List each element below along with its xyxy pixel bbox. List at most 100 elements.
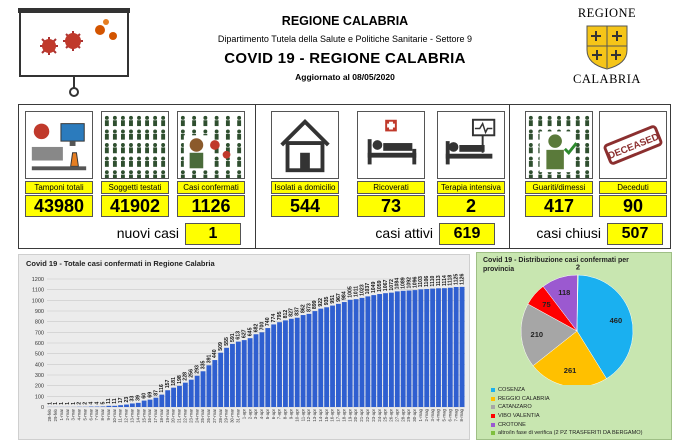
bar [224,347,229,407]
bar [277,322,282,407]
x-tick-label: 26-apr [389,408,394,421]
y-tick-label: 400 [35,362,44,368]
casi-chiusi-label: casi chiusi [536,225,601,241]
x-tick-label: 9-apr [288,408,293,419]
bar-value-label: 293 [195,365,201,374]
stat-label: Tamponi totali [25,181,93,194]
x-tick-label: 20-mar [171,408,176,422]
bar [324,307,330,407]
y-tick-label: 500 [35,352,44,358]
stat-isolati: Isolati a domicilio 544 [271,111,339,217]
x-tick-label: 31-mar [235,408,240,422]
bar-value-label: 11 [112,398,118,404]
stats-panel: Tamponi totali 43980 Soggetti testati 41… [18,104,671,249]
y-tick-label: 200 [35,384,44,390]
legend-swatch [491,388,495,393]
bar-value-label: 837 [295,307,301,316]
x-tick-label: 14-mar [135,408,140,422]
hospital-bed-icon [357,111,425,179]
bar-value-label: 33 [130,396,136,402]
x-tick-label: 1-mar [59,408,64,420]
x-tick-label: 28-apr [400,408,405,421]
x-tick-label: 16-mar [147,408,152,422]
stat-label: Isolati a domicilio [271,181,339,194]
nuovi-casi-label: nuovi casi [116,225,179,241]
casi-attivi-label: casi attivi [375,225,433,241]
bar [247,338,253,407]
bar-value-label: 2 [77,402,83,405]
x-tick-label: 5-mar [82,408,87,420]
bar-value-label: 700 [259,322,265,331]
region-title: REGIONE CALABRIA [281,14,409,28]
y-tick-label: 600 [35,341,44,347]
bar [359,297,365,407]
bar-value-label: 157 [165,379,171,388]
y-tick-label: 300 [35,373,44,379]
y-tick-label: 0 [41,405,44,411]
bar-value-label: 1037 [365,283,371,295]
legend-label: VIBO VALENTIA [498,413,540,420]
bar [212,360,218,407]
legend-label: CATANZARO [498,404,532,411]
bar-value-label: 60 [142,393,148,399]
bar [306,313,312,407]
bar [259,332,265,407]
x-tick-label: 2-mag [424,408,429,421]
bar-value-label: 256 [189,369,195,378]
bar-value-label: 5 [100,401,106,404]
bar [453,287,459,407]
x-tick-label: 18-apr [341,408,346,421]
bar [430,288,436,407]
x-tick-label: 24-apr [377,408,382,421]
bar-value-label: 11 [106,398,112,404]
section-divider [255,105,256,248]
x-tick-label: 3-mar [71,408,76,420]
bar-value-label: 1092 [406,277,412,289]
x-tick-label: 29-mar [224,408,229,422]
bar-value-label: 69 [147,392,153,398]
stat-deceduti: DECEASED Deceduti 90 [599,111,667,217]
stat-ricoverati: Ricoverati 73 [357,111,425,217]
bar [265,328,271,407]
x-tick-label: 19-apr [347,408,352,421]
legend-item: COSENZA [491,386,671,395]
bar-value-label: 1084 [395,278,401,290]
stat-label: Deceduti [599,181,667,194]
pie-slice [532,330,607,385]
header-text: REGIONE CALABRIA Dipartimento Tutela del… [150,14,540,82]
bar-value-label: 1 [47,402,53,405]
x-tick-label: 29-feb [53,408,58,421]
x-tick-label: 1-mag [418,408,423,421]
x-tick-label: 20-apr [353,408,358,421]
x-tick-label: 19-mar [165,408,170,422]
bar [336,303,341,407]
pie-legend: COSENZA REGGIO CALABRIA CATANZARO VIBO VALE… [491,386,671,438]
bar [418,289,424,407]
department-subtitle: Dipartimento Tutela della Salute e Polit… [217,34,473,44]
bar-value-label: 2 [83,402,89,405]
bar [182,382,188,407]
bar-value-label: 951 [330,295,336,304]
x-tick-label: 15-apr [324,408,329,421]
x-tick-label: 10-mar [112,408,117,422]
bar-value-label: 1110 [430,276,436,287]
deceased-stamp-icon: DECEASED [599,111,667,179]
header: REGIONE CALABRIA Dipartimento Tutela del… [0,0,689,105]
legend-swatch [491,414,495,419]
bar [112,405,118,407]
bar [100,406,106,407]
bar [283,320,288,407]
x-tick-label: 6-mag [447,408,452,421]
bar [253,334,259,407]
bar-value-label: 774 [271,314,277,323]
x-tick-label: 28-mar [218,408,223,422]
bar [106,405,112,407]
legend-item: REGGIO CALABRIA [491,395,671,404]
x-tick-label: 6-apr [271,408,276,419]
x-tick-label: 25-mar [200,408,205,422]
updated-label: Aggiornato al [295,72,350,82]
bar-value-label: 17 [118,397,124,403]
bar [353,299,359,407]
bar-value-label: 1125 [454,274,460,285]
y-tick-label: 1200 [32,277,44,283]
